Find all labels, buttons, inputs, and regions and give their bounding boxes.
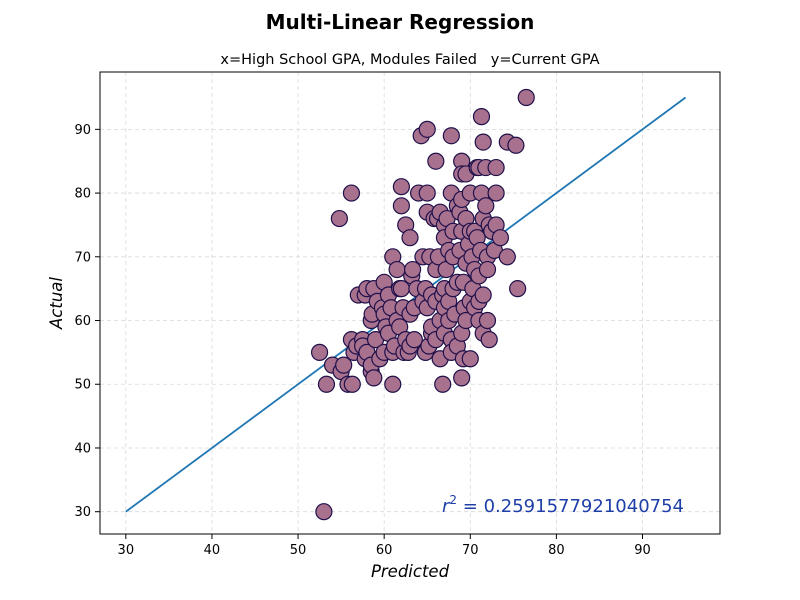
x-tick-label: 60 — [376, 543, 393, 558]
chart-title: Multi-Linear Regression — [266, 10, 535, 34]
data-point — [478, 311, 497, 330]
data-points-layer — [310, 88, 535, 521]
data-point — [315, 503, 333, 521]
r-squared-superscript: 2 — [449, 493, 457, 507]
data-point — [365, 369, 383, 387]
x-tick-label: 40 — [204, 543, 221, 558]
x-tick-label: 30 — [118, 543, 135, 558]
y-tick-label: 50 — [74, 378, 91, 393]
x-tick-label: 90 — [634, 543, 651, 558]
data-point — [442, 127, 460, 145]
data-point — [392, 178, 410, 196]
r-squared-annotation: r2 = 0.2591577921040754 — [442, 493, 684, 517]
data-point — [342, 184, 361, 202]
data-point — [461, 350, 479, 368]
plot-area-frame — [99, 71, 721, 535]
y-tick-label: 60 — [74, 314, 91, 329]
data-point — [401, 229, 419, 247]
data-point — [491, 229, 510, 247]
data-point — [335, 356, 353, 374]
data-point — [478, 260, 497, 279]
data-point — [517, 88, 535, 107]
x-tick-label: 50 — [290, 543, 307, 558]
data-point — [330, 209, 348, 228]
r-squared-symbol: r — [442, 496, 451, 517]
data-point — [418, 184, 436, 202]
data-point — [434, 375, 452, 393]
y-tick-label: 70 — [74, 250, 91, 265]
y-tick-label: 40 — [74, 441, 91, 456]
chart-subtitle: x=High School GPA, Modules Failed y=Curr… — [220, 52, 599, 68]
data-point — [474, 286, 492, 304]
data-point — [317, 375, 336, 393]
data-point — [384, 375, 402, 393]
y-tick-label: 80 — [74, 187, 91, 202]
axis-ticks: 30 40 50 60 70 80 90 30 40 50 60 70 80 90 — [74, 123, 650, 558]
y-axis-label: Actual — [47, 277, 66, 330]
data-point — [477, 197, 495, 215]
data-point — [388, 260, 406, 279]
data-point — [427, 152, 445, 170]
data-point — [453, 369, 471, 387]
y-tick-label: 90 — [74, 123, 91, 138]
x-axis-label: Predicted — [371, 562, 450, 581]
data-point — [507, 136, 525, 154]
x-tick-label: 70 — [462, 543, 479, 558]
data-point — [487, 158, 505, 177]
y-tick-label: 30 — [74, 505, 91, 520]
data-point — [310, 343, 329, 361]
data-point — [509, 280, 527, 298]
data-point — [403, 260, 422, 279]
data-point — [498, 248, 516, 266]
x-tick-label: 80 — [548, 543, 565, 558]
data-point — [487, 184, 505, 202]
data-point — [343, 375, 361, 393]
data-point — [392, 197, 410, 215]
data-point — [405, 331, 423, 349]
data-point — [472, 108, 491, 126]
data-point — [474, 133, 492, 151]
data-point — [480, 331, 498, 349]
data-point — [418, 120, 436, 138]
r-squared-value: = 0.2591577921040754 — [457, 496, 684, 517]
